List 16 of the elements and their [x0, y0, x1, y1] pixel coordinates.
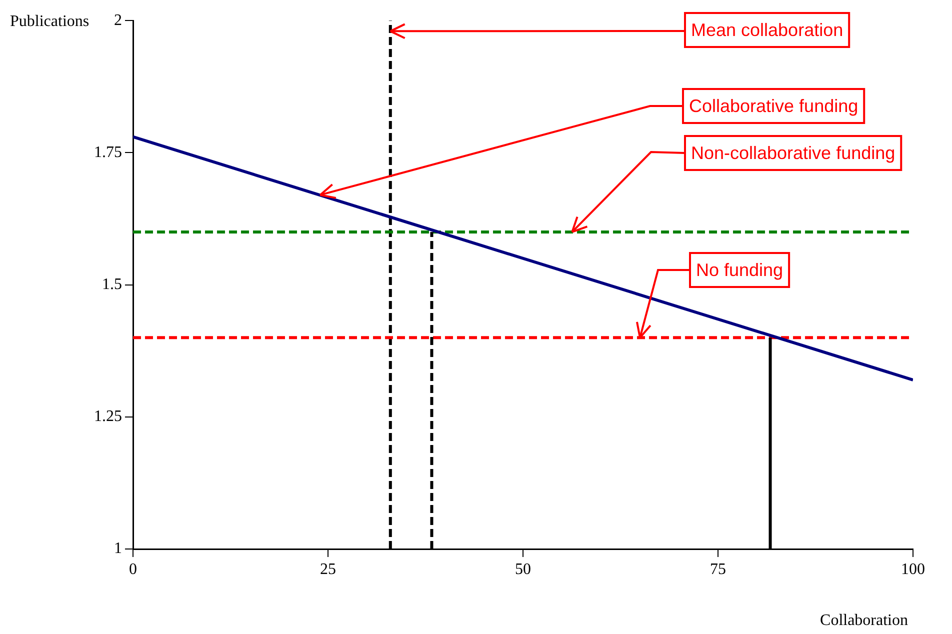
y-tick-label: 1.5 — [102, 276, 122, 294]
x-tick-label: 50 — [515, 560, 531, 578]
x-tick-label: 25 — [320, 560, 336, 578]
x-tick-label: 0 — [129, 560, 137, 578]
y-axis-title: Publications — [10, 13, 90, 30]
annotation: No funding — [696, 260, 784, 280]
y-tick-label: 1.25 — [94, 408, 122, 426]
y-tick-label: 1 — [114, 540, 122, 558]
annotation: Mean collaboration — [691, 20, 844, 40]
y-tick-label: 2 — [114, 12, 122, 29]
y-tick-label: 1.75 — [94, 144, 122, 161]
annotation: Non-collaborative funding — [691, 142, 896, 163]
annotation: Collaborative funding — [689, 96, 858, 116]
x-axis-title: Collaboration — [820, 612, 908, 630]
x-tick-label: 75 — [710, 560, 726, 578]
x-tick-label: 100 — [901, 560, 925, 578]
